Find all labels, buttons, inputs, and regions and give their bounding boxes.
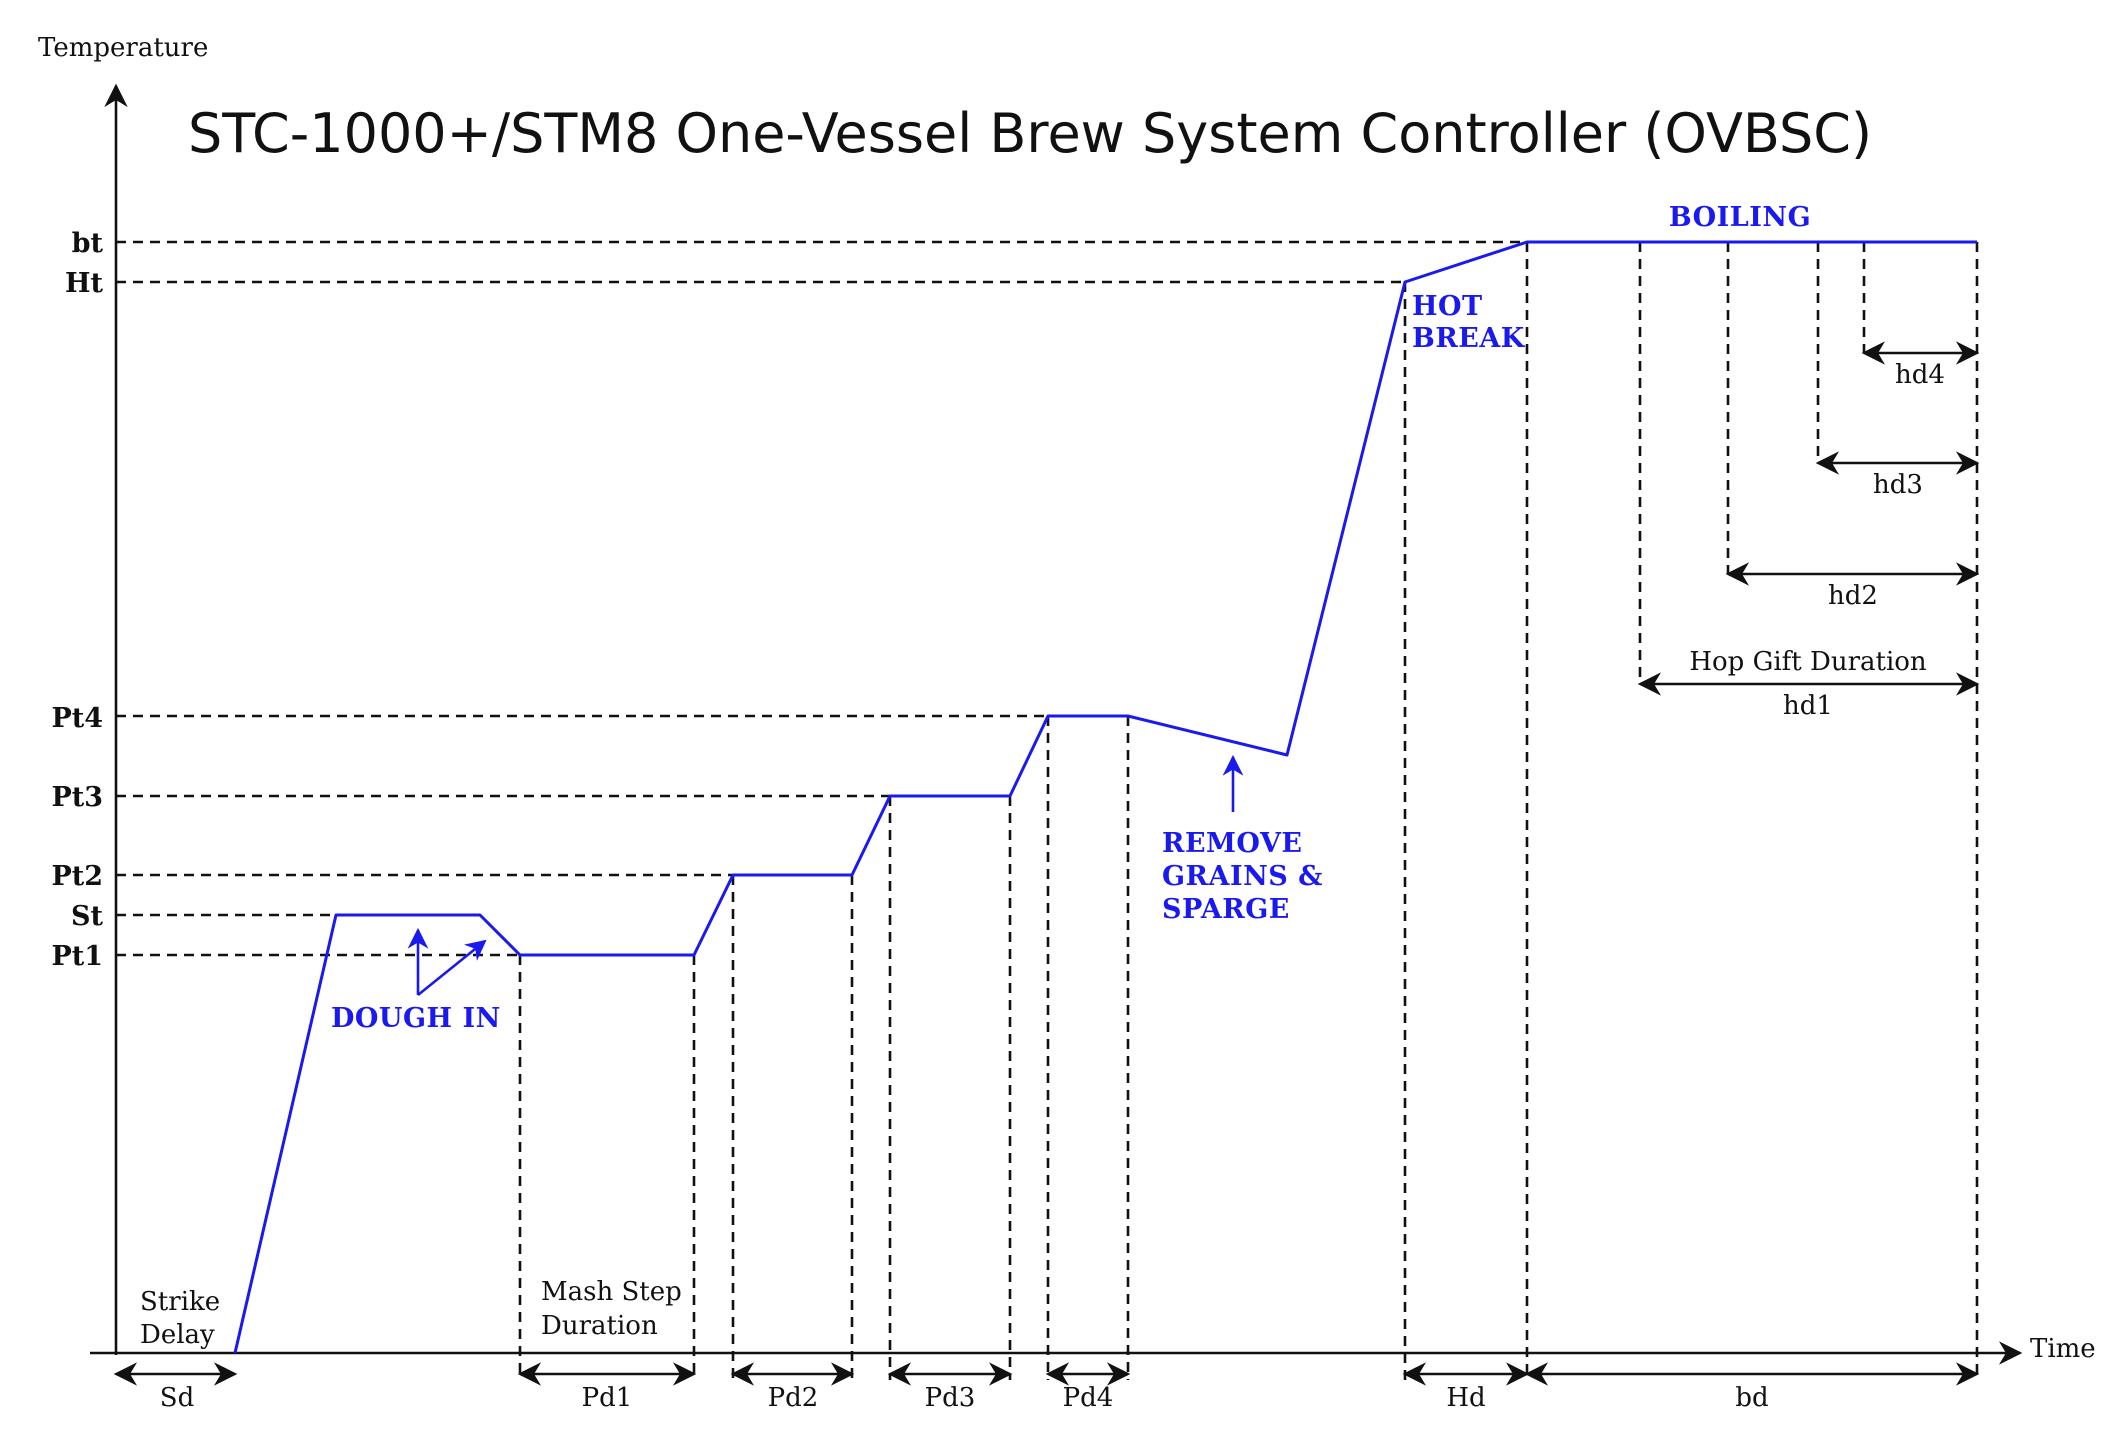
dough-in-label: DOUGH IN [331,1003,501,1034]
hop-dimensions [1637,341,1980,696]
x-axis-label: Time [2030,1334,2096,1364]
hot-break-line2: BREAK [1412,323,1526,354]
hop-label-hd1: hd1 [1783,691,1833,721]
level-label-pt3: Pt3 [51,782,103,813]
duration-label-pd2: Pd2 [768,1383,819,1413]
hot-break-line1: HOT [1412,291,1483,322]
strike-delay-line2: Delay [140,1320,215,1350]
boiling-label: BOILING [1669,202,1811,233]
mash-step-line1: Mash Step [541,1277,682,1307]
dough-in-arrow-diagonal [417,939,487,997]
diagram-title: STC-1000+/STM8 One-Vessel Brew System Co… [188,102,1872,165]
duration-label-bd: bd [1735,1383,1768,1413]
remove-grains-line3: SPARGE [1162,894,1290,925]
remove-grains-line1: REMOVE [1162,828,1302,859]
duration-label-pd1: Pd1 [582,1383,633,1413]
duration-label-pd3: Pd3 [925,1383,976,1413]
hop-label-hd2: hd2 [1828,581,1878,611]
remove-grains-line2: GRAINS & [1162,861,1323,892]
duration-label-hd: Hd [1446,1383,1485,1413]
level-label-ht: Ht [65,268,104,299]
temperature-profile-line [233,240,1977,1354]
level-label-st: St [71,901,103,932]
level-label-bt: bt [72,228,104,259]
level-label-pt2: Pt2 [51,861,103,892]
mash-step-line2: Duration [541,1311,658,1341]
strike-delay-line1: Strike [140,1287,220,1317]
hop-gift-label: Hop Gift Duration [1689,647,1927,677]
hop-label-hd3: hd3 [1873,470,1923,500]
level-guides [116,240,1527,957]
y-axis-label: Temperature [38,33,208,63]
duration-label-pd4: Pd4 [1063,1383,1114,1413]
duration-label-sd: Sd [160,1383,194,1413]
level-label-pt4: Pt4 [51,703,103,734]
time-guides [518,242,1979,1380]
level-label-pt1: Pt1 [51,941,103,972]
hop-label-hd4: hd4 [1895,360,1945,390]
